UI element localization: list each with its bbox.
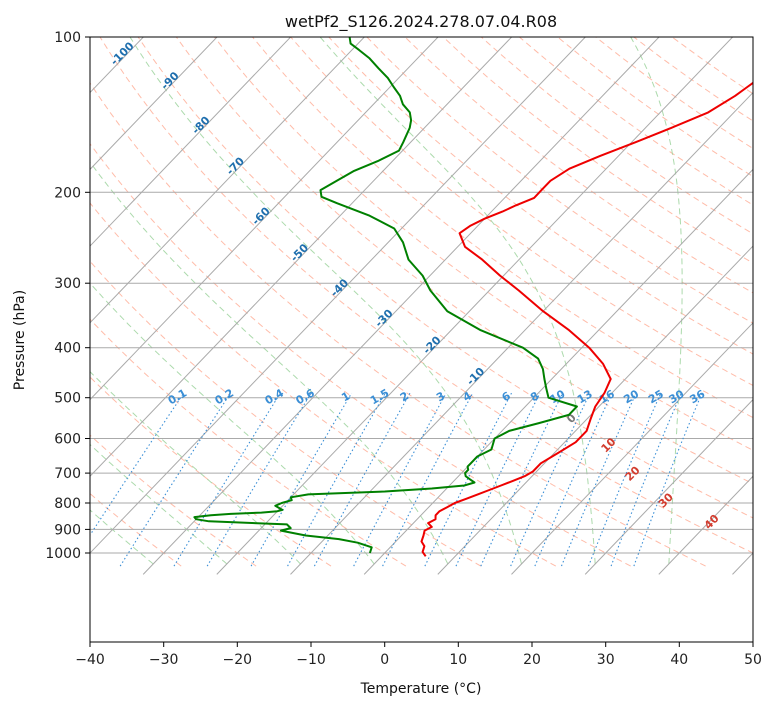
axis-ticks: −40 −30 −20 −10 0 10 20 30 40 50 100 200 300 400 500 60… xyxy=(45,30,762,668)
isotherm-line xyxy=(90,37,587,554)
mixing-ratio-line xyxy=(313,392,411,567)
isotherm-line xyxy=(584,398,753,575)
isotherm-line xyxy=(90,37,439,401)
isotherm-line xyxy=(90,37,218,171)
x-tick-label: 40 xyxy=(670,652,688,668)
temperature-profile-line xyxy=(420,81,753,557)
isotherm-line xyxy=(437,245,753,575)
mixing-ratio-line xyxy=(424,392,512,567)
dry-adiabat-line xyxy=(175,37,753,485)
mixing-ratio-line xyxy=(287,392,386,567)
x-tick-label: −30 xyxy=(149,652,179,668)
x-tick-label: −40 xyxy=(75,652,105,668)
mixing-ratio-line xyxy=(480,392,564,567)
y-axis-label: Pressure (hPa) xyxy=(12,290,28,390)
background-line-grid xyxy=(90,37,753,575)
isotherm-line xyxy=(90,37,513,477)
isotherm-line xyxy=(363,168,753,575)
isotherm-line xyxy=(658,475,753,575)
isotherm-line xyxy=(90,37,366,324)
y-tick-label: 800 xyxy=(54,496,81,512)
y-tick-label: 1000 xyxy=(45,546,81,562)
y-tick-label: 600 xyxy=(54,432,81,448)
isotherm-line xyxy=(90,37,292,247)
mixing-ratio-line xyxy=(250,392,353,567)
moist-adiabat-line xyxy=(90,161,449,565)
y-tick-label: 200 xyxy=(54,185,81,201)
mixing-ratio-line xyxy=(560,392,637,567)
dry-adiabat-line xyxy=(328,37,753,355)
x-tick-label: 10 xyxy=(449,652,467,668)
isotherm-line xyxy=(511,322,753,575)
dry-adiabat-line xyxy=(137,37,753,519)
mixing-ratio-line xyxy=(173,392,281,567)
profiles xyxy=(193,37,753,557)
dry-adiabat-line xyxy=(214,37,753,451)
dry-adiabat-line xyxy=(90,142,631,567)
y-tick-label: 400 xyxy=(54,341,81,357)
mixing-ratio-line xyxy=(119,392,231,567)
moist-adiabat-line xyxy=(90,282,375,565)
isotherm-line xyxy=(216,37,734,575)
x-tick-label: 50 xyxy=(744,652,762,668)
moist-adiabat-line xyxy=(630,37,683,564)
plot-frame xyxy=(89,36,754,643)
x-tick-label: 0 xyxy=(380,652,389,668)
dry-adiabat-line xyxy=(366,37,753,324)
mixing-ratio-line xyxy=(206,392,312,567)
chart-title: wetPf2_S126.2024.278.07.04.R08 xyxy=(285,12,557,32)
mixing-ratio-line xyxy=(534,392,613,567)
mixing-ratio-line xyxy=(510,392,591,567)
mixing-ratio-line xyxy=(587,392,662,567)
y-tick-label: 500 xyxy=(54,391,81,407)
isotherm-line xyxy=(290,91,753,575)
x-tick-label: −10 xyxy=(296,652,326,668)
x-tick-label: −20 xyxy=(223,652,253,668)
y-tick-label: 900 xyxy=(54,522,81,538)
dewpoint-profile-line xyxy=(193,37,578,554)
moist-adiabat-line xyxy=(129,37,522,565)
isotherm-line xyxy=(142,37,660,575)
y-tick-label: 700 xyxy=(54,466,81,482)
x-axis-label: Temperature (°C) xyxy=(360,681,482,697)
x-tick-label: 30 xyxy=(597,652,615,668)
y-tick-label: 100 xyxy=(54,30,81,46)
x-tick-label: 20 xyxy=(523,652,541,668)
y-tick-label: 300 xyxy=(54,276,81,292)
moist-adiabat-line xyxy=(319,37,596,564)
